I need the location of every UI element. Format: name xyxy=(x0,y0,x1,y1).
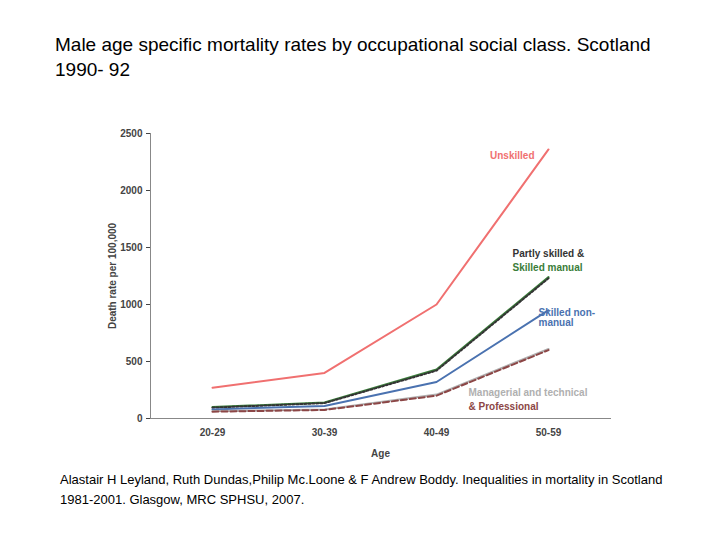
svg-text:Skilled manual: Skilled manual xyxy=(513,262,583,273)
svg-text:0: 0 xyxy=(137,413,143,424)
html-text:Alastair H Leyland, Ruth Dunda: Alastair H Leyland, Ruth Dundas,Philip M… xyxy=(60,472,663,507)
svg-text:Age: Age xyxy=(371,448,390,459)
svg-text:1000: 1000 xyxy=(120,299,143,310)
svg-text:500: 500 xyxy=(126,356,143,367)
svg-text:30-39: 30-39 xyxy=(312,427,338,438)
svg-text:Death rate per 100,000: Death rate per 100,000 xyxy=(107,222,118,329)
svg-text:1500: 1500 xyxy=(120,242,143,253)
svg-text:Partly skilled &: Partly skilled & xyxy=(513,248,585,259)
svg-text:20-29: 20-29 xyxy=(200,427,226,438)
svg-text:Skilled non-manual: Skilled non-manual xyxy=(539,307,596,328)
html-text:Male age specific mortality ra: Male age specific mortality rates by occ… xyxy=(55,34,651,80)
svg-text:2000: 2000 xyxy=(120,185,143,196)
svg-text:50-59: 50-59 xyxy=(536,427,562,438)
svg-text:Managerial and technical: Managerial and technical xyxy=(469,387,588,398)
svg-text:Unskilled: Unskilled xyxy=(490,150,534,161)
svg-text:2500: 2500 xyxy=(120,128,143,139)
svg-text:& Professional: & Professional xyxy=(469,401,539,412)
svg-text:40-49: 40-49 xyxy=(424,427,450,438)
